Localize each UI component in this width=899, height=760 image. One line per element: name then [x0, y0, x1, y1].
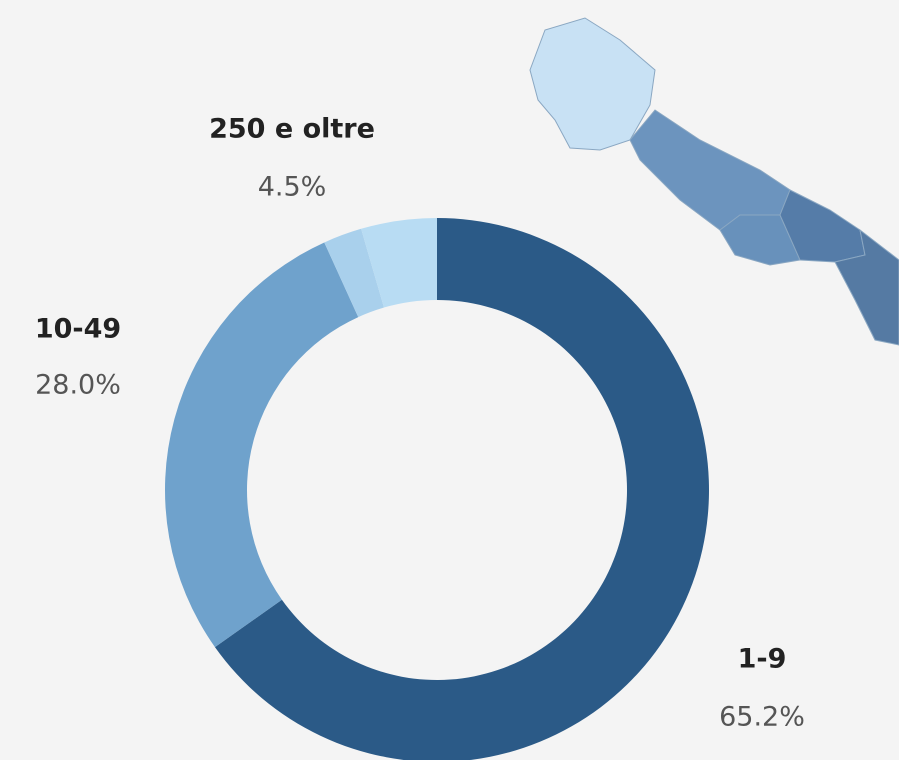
donut	[164, 218, 709, 760]
donut-segment	[214, 218, 709, 760]
value-label: 28.0%	[35, 370, 121, 401]
value-label: 4.5%	[258, 172, 327, 203]
category-label: 250 e oltre	[209, 114, 375, 145]
donut-segment	[324, 228, 384, 318]
map-province	[529, 17, 656, 151]
category-label: 10-49	[35, 314, 121, 345]
labels: 1-9 65.2% 10-49 28.0% 250 e oltre 4.5%	[35, 114, 805, 733]
donut-segment	[361, 218, 437, 308]
region-map	[529, 17, 899, 346]
category-label: 1-9	[738, 644, 787, 675]
map-province	[834, 228, 899, 346]
value-label: 65.2%	[719, 702, 805, 733]
donut-segment	[164, 242, 359, 648]
